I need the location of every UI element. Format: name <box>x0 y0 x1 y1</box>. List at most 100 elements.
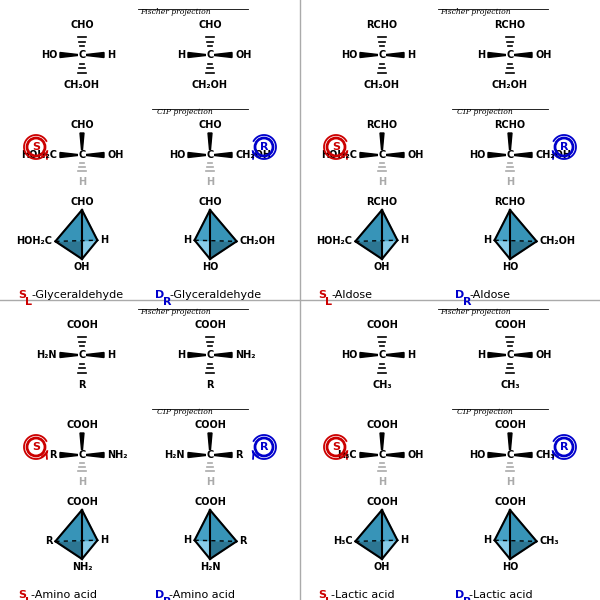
Text: RCHO: RCHO <box>494 120 526 130</box>
Polygon shape <box>194 210 236 241</box>
Text: CH₂OH: CH₂OH <box>492 80 528 90</box>
Text: H: H <box>378 477 386 487</box>
Polygon shape <box>210 510 236 559</box>
Polygon shape <box>82 52 104 58</box>
Text: H: H <box>107 350 115 360</box>
Polygon shape <box>80 433 84 455</box>
Text: OH: OH <box>235 50 251 60</box>
Polygon shape <box>188 452 210 457</box>
Polygon shape <box>510 352 532 358</box>
Text: CH₃: CH₃ <box>372 380 392 390</box>
Polygon shape <box>380 133 384 155</box>
Text: RCHO: RCHO <box>367 20 398 30</box>
Text: H: H <box>78 177 86 187</box>
Text: C: C <box>206 450 214 460</box>
Text: H: H <box>100 235 109 245</box>
Text: H: H <box>184 235 191 245</box>
Text: H: H <box>177 50 185 60</box>
Polygon shape <box>55 210 82 259</box>
Text: COOH: COOH <box>66 497 98 507</box>
Text: CH₂OH: CH₂OH <box>364 80 400 90</box>
Text: H: H <box>477 350 485 360</box>
Text: H₂N: H₂N <box>200 562 220 572</box>
Polygon shape <box>355 210 382 259</box>
Polygon shape <box>60 52 82 58</box>
Polygon shape <box>210 210 236 259</box>
Polygon shape <box>510 452 532 457</box>
Polygon shape <box>494 510 510 559</box>
Polygon shape <box>194 210 210 259</box>
Polygon shape <box>188 152 210 157</box>
Text: COOH: COOH <box>366 497 398 507</box>
Text: H: H <box>407 50 415 60</box>
Text: -Lactic acid: -Lactic acid <box>331 590 395 600</box>
Text: CH₂OH: CH₂OH <box>192 80 228 90</box>
Polygon shape <box>494 210 510 259</box>
Text: CIP projection: CIP projection <box>157 408 213 416</box>
Polygon shape <box>80 133 84 155</box>
Polygon shape <box>494 510 536 541</box>
Polygon shape <box>210 152 232 157</box>
Text: OH: OH <box>407 450 424 460</box>
Text: COOH: COOH <box>66 420 98 430</box>
Text: HO: HO <box>202 262 218 272</box>
Text: HO: HO <box>502 562 518 572</box>
Text: R: R <box>235 450 242 460</box>
Text: H: H <box>184 535 191 545</box>
Polygon shape <box>360 452 382 457</box>
Text: CH₂OH: CH₂OH <box>64 80 100 90</box>
Text: H: H <box>378 177 386 187</box>
Text: COOH: COOH <box>494 420 526 430</box>
Polygon shape <box>510 52 532 58</box>
Polygon shape <box>188 352 210 358</box>
Text: OH: OH <box>407 150 424 160</box>
Text: L: L <box>25 297 32 307</box>
Text: HO: HO <box>469 450 485 460</box>
Text: R: R <box>260 142 268 152</box>
Text: R: R <box>45 536 52 547</box>
Polygon shape <box>210 352 232 358</box>
Text: C: C <box>79 350 86 360</box>
Text: CHO: CHO <box>70 20 94 30</box>
Text: NH₂: NH₂ <box>107 450 128 460</box>
Text: R: R <box>260 442 268 452</box>
Text: CHO: CHO <box>198 120 222 130</box>
Text: S: S <box>18 290 26 300</box>
Text: R: R <box>163 297 172 307</box>
Text: HO: HO <box>502 262 518 272</box>
Text: CH₃: CH₃ <box>539 536 559 547</box>
Polygon shape <box>488 352 510 358</box>
Text: H₂N: H₂N <box>37 350 57 360</box>
Text: S: S <box>32 442 40 452</box>
Text: CH₂OH: CH₂OH <box>239 236 275 247</box>
Text: R: R <box>78 380 86 390</box>
Text: COOH: COOH <box>194 320 226 330</box>
Polygon shape <box>488 452 510 457</box>
Text: CIP projection: CIP projection <box>457 108 513 116</box>
Polygon shape <box>210 452 232 457</box>
Text: R: R <box>463 597 472 600</box>
Text: -Glyceraldehyde: -Glyceraldehyde <box>31 290 123 300</box>
Text: D: D <box>155 590 164 600</box>
Polygon shape <box>510 152 532 157</box>
Text: R: R <box>463 297 472 307</box>
Polygon shape <box>55 510 82 559</box>
Text: L: L <box>25 597 32 600</box>
Polygon shape <box>355 510 397 541</box>
Polygon shape <box>210 52 232 58</box>
Text: -Glyceraldehyde: -Glyceraldehyde <box>169 290 261 300</box>
Text: CHO: CHO <box>70 197 94 207</box>
Text: C: C <box>379 50 386 60</box>
Polygon shape <box>60 352 82 358</box>
Polygon shape <box>194 510 236 541</box>
Text: C: C <box>379 350 386 360</box>
Text: H: H <box>400 535 409 545</box>
Text: H: H <box>107 50 115 60</box>
Text: HO: HO <box>41 50 57 60</box>
Polygon shape <box>82 210 97 259</box>
Text: -Aldose: -Aldose <box>331 290 372 300</box>
Text: HOH₂C: HOH₂C <box>316 236 352 247</box>
Polygon shape <box>208 133 212 155</box>
Text: COOH: COOH <box>66 320 98 330</box>
Text: -Amino acid: -Amino acid <box>169 590 235 600</box>
